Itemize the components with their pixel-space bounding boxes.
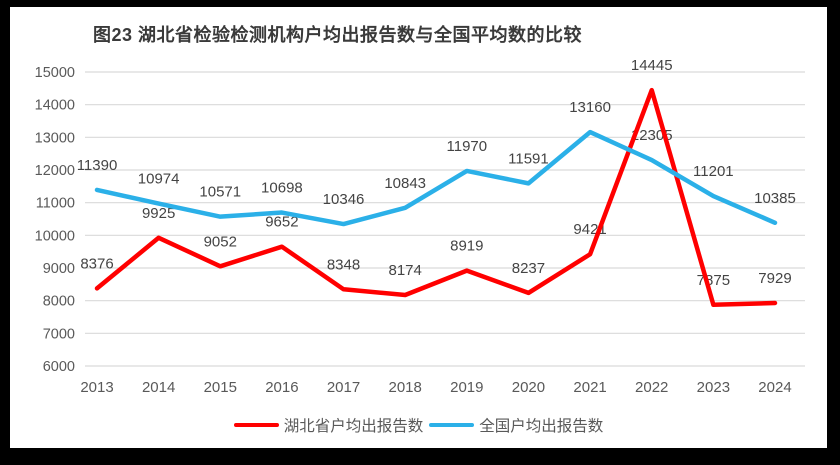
data-label-hubei: 8174 bbox=[388, 262, 421, 279]
x-tick-label: 2019 bbox=[450, 379, 483, 396]
chart-title: 图23 湖北省检验检测机构户均出报告数与全国平均数的比较 bbox=[93, 25, 583, 45]
x-tick-label: 2015 bbox=[204, 379, 237, 396]
x-tick-label: 2018 bbox=[388, 379, 421, 396]
data-label-hubei: 7929 bbox=[758, 270, 791, 287]
x-tick-label: 2024 bbox=[758, 379, 791, 396]
chart-legend: 湖北省户均出报告数 全国户均出报告数 bbox=[10, 414, 827, 436]
y-tick-label: 7000 bbox=[43, 326, 75, 342]
data-label-national: 11970 bbox=[447, 138, 488, 155]
data-label-hubei: 8348 bbox=[327, 256, 360, 273]
y-axis-tick-labels: 6000 7000 8000 9000 10000 11000 12000 13000 1400… bbox=[35, 65, 75, 375]
data-label-national: 10843 bbox=[384, 175, 426, 192]
legend-label-national: 全国户均出报告数 bbox=[479, 418, 604, 435]
data-label-national: 10698 bbox=[261, 180, 303, 197]
y-tick-label: 10000 bbox=[35, 228, 75, 244]
x-axis-tick-labels: 2013 2014 2015 2016 2017 2018 2019 2020 2021 2022… bbox=[80, 379, 791, 396]
data-label-hubei: 7875 bbox=[697, 272, 730, 289]
x-tick-label: 2023 bbox=[697, 379, 730, 396]
series-lines bbox=[94, 87, 778, 307]
x-tick-label: 2013 bbox=[80, 379, 113, 396]
legend-item-hubei: 湖北省户均出报告数 bbox=[233, 414, 424, 436]
hubei-series-line bbox=[94, 87, 778, 307]
data-label-national: 11390 bbox=[77, 157, 118, 174]
data-label-hubei: 8919 bbox=[450, 238, 483, 255]
chart-canvas: 图23 湖北省检验检测机构户均出报告数与全国平均数的比较 6000 7000 800… bbox=[10, 7, 827, 448]
x-tick-label: 2021 bbox=[573, 379, 606, 396]
x-tick-label: 2016 bbox=[265, 379, 298, 396]
data-label-national: 10346 bbox=[323, 191, 365, 208]
data-label-national: 11201 bbox=[693, 163, 734, 180]
x-tick-label: 2014 bbox=[142, 379, 175, 396]
legend-blue-line-swatch bbox=[429, 422, 475, 428]
y-tick-label: 12000 bbox=[35, 163, 75, 179]
x-tick-label: 2020 bbox=[512, 379, 545, 396]
data-label-hubei: 8376 bbox=[80, 255, 113, 272]
y-tick-label: 14000 bbox=[35, 98, 75, 114]
x-tick-label: 2022 bbox=[635, 379, 668, 396]
data-label-hubei: 8237 bbox=[512, 260, 545, 277]
gridlines bbox=[85, 71, 805, 367]
y-tick-label: 11000 bbox=[36, 196, 75, 212]
data-label-national: 13160 bbox=[569, 99, 611, 116]
national-series-line bbox=[94, 129, 778, 227]
x-tick-label: 2017 bbox=[327, 379, 360, 396]
data-label-hubei: 14445 bbox=[631, 57, 673, 74]
data-label-national: 11591 bbox=[508, 150, 549, 167]
data-label-hubei: 9052 bbox=[204, 233, 237, 250]
data-label-national: 10974 bbox=[138, 171, 180, 188]
legend-label-hubei: 湖北省户均出报告数 bbox=[283, 418, 424, 435]
y-tick-label: 8000 bbox=[43, 294, 75, 310]
y-tick-label: 9000 bbox=[43, 261, 75, 277]
data-label-hubei: 9652 bbox=[265, 214, 298, 231]
data-label-national: 10571 bbox=[199, 184, 241, 201]
data-label-national: 10385 bbox=[754, 190, 796, 207]
line-chart-plot-area: 6000 7000 8000 9000 10000 11000 12000 13000 1400… bbox=[35, 57, 805, 396]
legend-red-line-swatch bbox=[233, 422, 279, 428]
legend-item-national: 全国户均出报告数 bbox=[429, 414, 603, 436]
data-label-hubei: 9925 bbox=[142, 205, 175, 222]
y-tick-label: 6000 bbox=[43, 359, 75, 375]
y-tick-label: 13000 bbox=[35, 130, 75, 146]
y-tick-label: 15000 bbox=[35, 65, 75, 81]
